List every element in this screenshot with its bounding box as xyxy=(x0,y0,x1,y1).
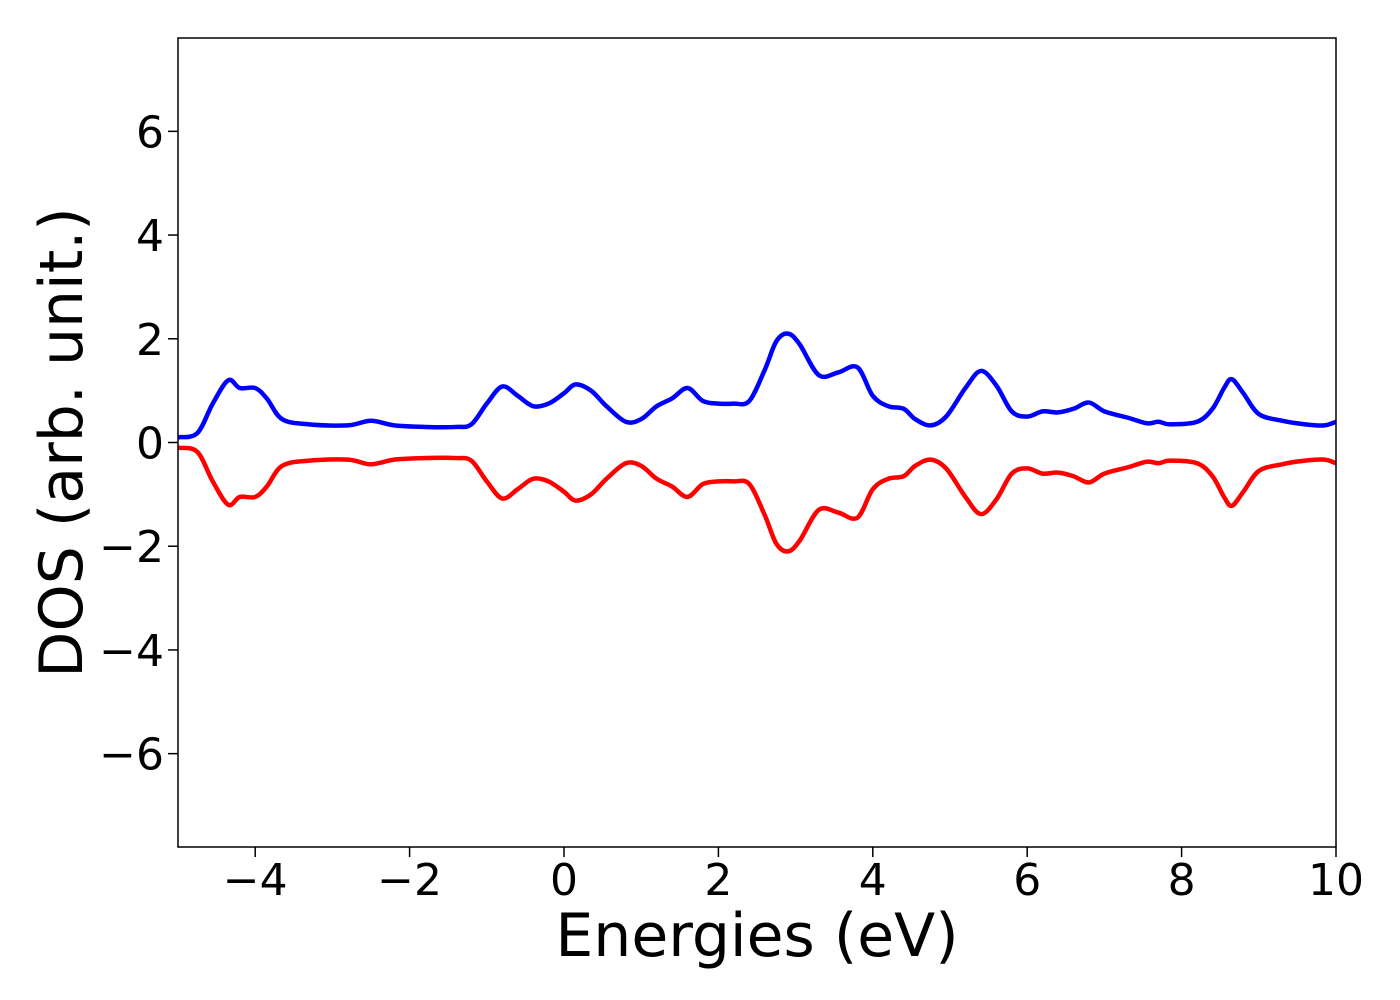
x-axis-label: Energies (eV) xyxy=(555,901,958,971)
x-tick-label: 6 xyxy=(1013,855,1041,906)
y-tick-label: 0 xyxy=(136,419,164,470)
series-line-red xyxy=(178,445,1336,554)
y-tick-label: −4 xyxy=(99,626,164,677)
x-tick-label: 8 xyxy=(1168,855,1196,906)
y-tick-label: 4 xyxy=(136,211,164,262)
y-axis-ticks: 6 4 2 0 −2 −4 −6 xyxy=(99,107,178,781)
y-tick-label: 2 xyxy=(136,315,164,366)
x-tick-label: 4 xyxy=(859,855,887,906)
y-tick-label: −6 xyxy=(99,730,164,781)
x-tick-label: 2 xyxy=(704,855,732,906)
y-axis-label: DOS (arb. unit.) xyxy=(27,207,97,677)
x-tick-label: 0 xyxy=(550,855,578,906)
series-line-blue xyxy=(178,331,1336,440)
series-layer xyxy=(178,331,1336,554)
y-tick-label: 6 xyxy=(136,107,164,158)
x-tick-label: −4 xyxy=(223,855,288,906)
x-axis-ticks: −4 −2 0 2 4 6 8 10 xyxy=(223,847,1364,906)
x-tick-label: 10 xyxy=(1308,855,1364,906)
plot-frame xyxy=(177,37,1337,848)
y-tick-label: −2 xyxy=(99,522,164,573)
x-tick-label: −2 xyxy=(377,855,442,906)
